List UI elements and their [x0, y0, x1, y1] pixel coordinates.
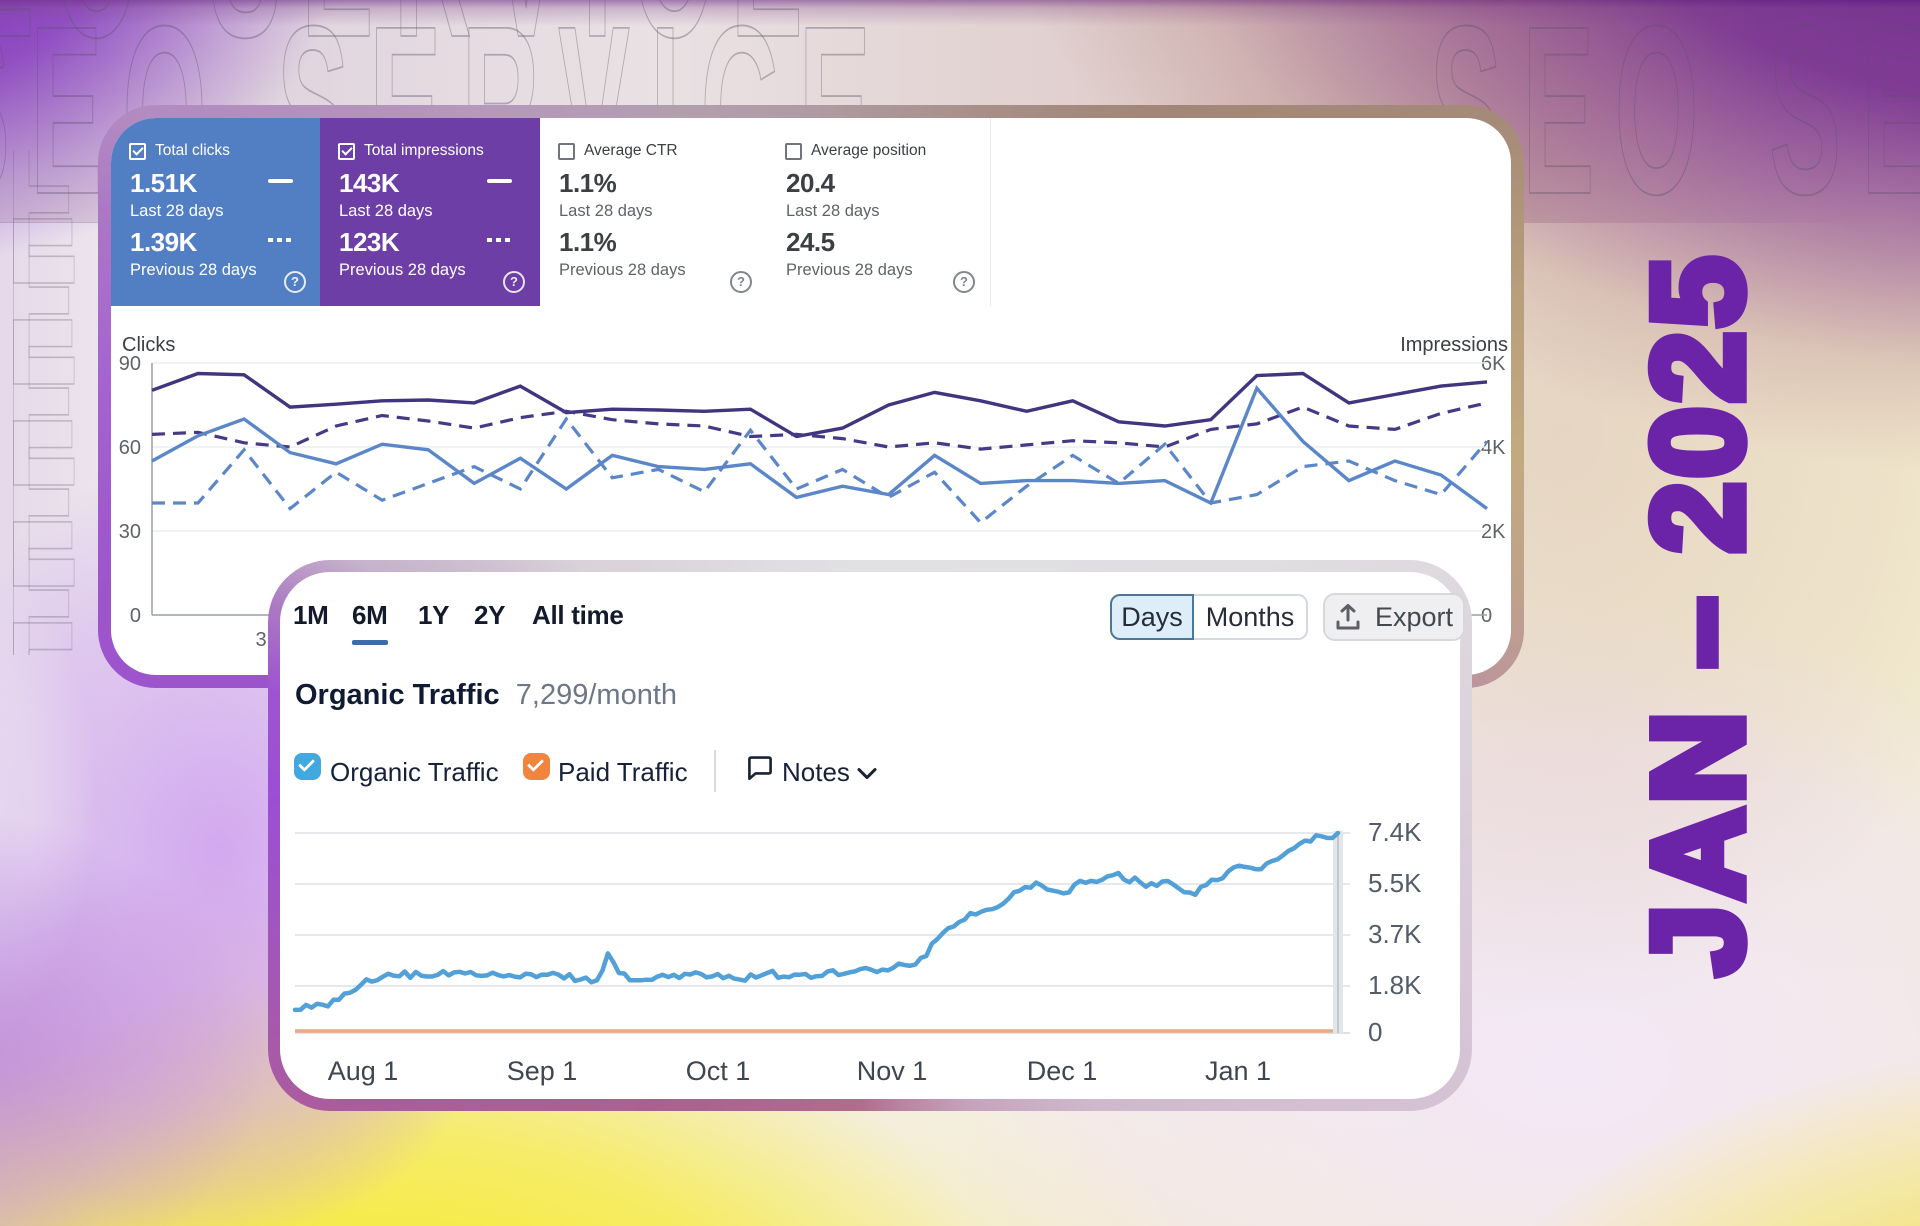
- svg-text:6K: 6K: [1481, 353, 1506, 375]
- svg-text:2K: 2K: [1481, 521, 1506, 543]
- svg-text:Dec 1: Dec 1: [1027, 1056, 1098, 1086]
- svg-text:3.7K: 3.7K: [1368, 919, 1422, 949]
- svg-text:3: 3: [255, 629, 266, 651]
- svg-text:7.4K: 7.4K: [1368, 817, 1422, 847]
- svg-text:Oct 1: Oct 1: [686, 1056, 751, 1086]
- svg-text:0: 0: [1481, 605, 1492, 627]
- svg-text:1.8K: 1.8K: [1368, 970, 1422, 1000]
- svg-text:0: 0: [1368, 1017, 1382, 1047]
- svg-text:Jan 1: Jan 1: [1205, 1056, 1271, 1086]
- svg-text:60: 60: [119, 437, 141, 459]
- svg-text:Aug 1: Aug 1: [328, 1056, 399, 1086]
- svg-text:30: 30: [119, 521, 141, 543]
- svg-text:0: 0: [130, 605, 141, 627]
- svg-text:Sep 1: Sep 1: [507, 1056, 578, 1086]
- svg-text:5.5K: 5.5K: [1368, 868, 1422, 898]
- svg-text:90: 90: [119, 353, 141, 375]
- svg-text:Nov 1: Nov 1: [857, 1056, 928, 1086]
